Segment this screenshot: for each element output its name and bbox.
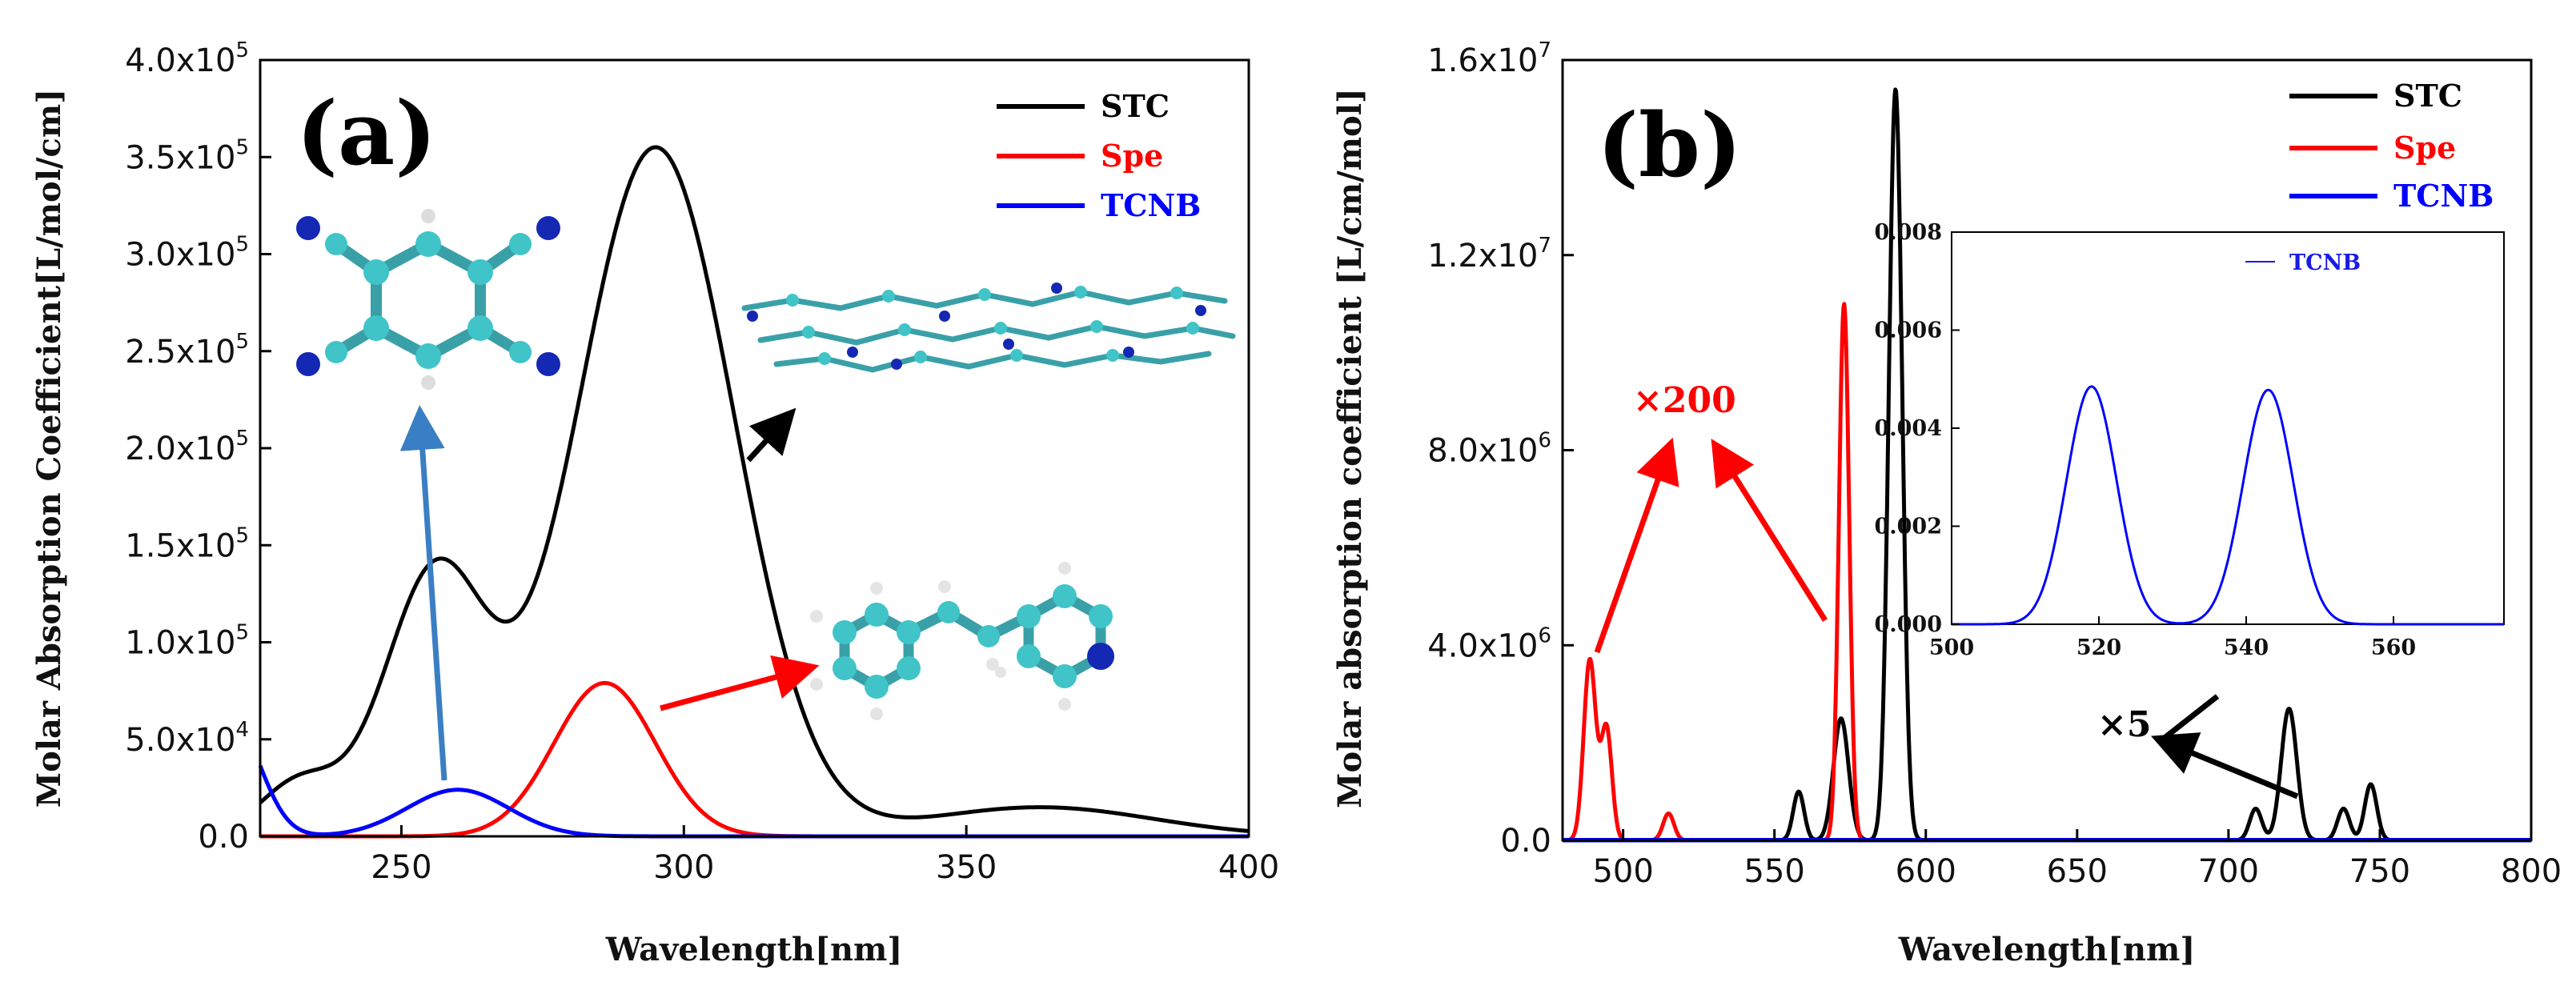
x5-arrow-head <box>2151 732 2299 800</box>
x-tick-label: 400 <box>1218 849 1279 886</box>
x-tick-label: 600 <box>1896 853 1956 890</box>
inset-x-axis: 500 520 540 560 <box>1929 616 2416 660</box>
panel-a-label: (a) <box>296 82 436 185</box>
x-tick-label: 250 <box>371 849 431 886</box>
panel-b-x-label: Wavelength[nm] <box>1898 931 2196 968</box>
legend-b-stc-label: STC <box>2393 78 2462 114</box>
spe-molecule-image <box>810 562 1114 720</box>
panel-a: 250 300 350 400 0.0 5.0x104 1.0x105 1.5x105 2.0… <box>30 38 1279 968</box>
inset-x-tick-label: 500 <box>1929 635 1974 660</box>
panel-b-legend: STC Spe TCNB <box>2289 78 2494 214</box>
tcnb-molecule-image <box>296 209 560 390</box>
panel-b-y-label: Molar absorption coefficient [L/cm/mol] <box>1331 88 1369 808</box>
series-line-stc <box>259 145 1250 833</box>
spe-arrow <box>660 655 820 711</box>
inset-x-tick-label: 560 <box>2371 635 2416 660</box>
panel-b-y-axis: 0.0 4.0x106 8.0x106 1.2x107 1.6x107 <box>1427 38 1574 860</box>
panel-a-legend: STC Spe TCNB <box>997 88 1201 223</box>
x-tick-label: 650 <box>2047 853 2108 890</box>
inset-curves <box>1952 385 2504 626</box>
annotation-x200: ×200 <box>1633 380 1736 421</box>
stc-arrow <box>746 407 796 463</box>
x-tick-label: 500 <box>1592 853 1653 890</box>
legend-a-stc-label: STC <box>1101 88 1170 124</box>
legend-a-tcnb-label: TCNB <box>1101 187 1201 223</box>
inset-y-tick-label: 0.004 <box>1874 416 1942 441</box>
x-tick-label: 300 <box>653 849 714 886</box>
y-tick-label: 1.0x105 <box>125 621 249 662</box>
y-tick-label: 2.5x105 <box>125 330 249 371</box>
x-tick-label: 800 <box>2501 853 2562 890</box>
x5-arrow <box>2159 694 2220 743</box>
annotation-x5: ×5 <box>2097 704 2151 745</box>
y-tick-label: 3.5x105 <box>125 135 249 176</box>
inset-x-tick-label: 540 <box>2224 635 2269 660</box>
legend-b-tcnb-label: TCNB <box>2393 178 2494 214</box>
legend-a-spe-label: Spe <box>1101 138 1163 174</box>
y-tick-label: 2.0x105 <box>125 427 249 467</box>
panel-b-label: (b) <box>1597 94 1742 197</box>
inset-y-tick-label: 0.002 <box>1874 515 1942 539</box>
inset-y-axis: 0.000 0.002 0.004 0.006 0.008 <box>1874 220 1960 637</box>
inset-y-tick-label: 0.006 <box>1874 319 1942 343</box>
panel-b: ×200 ×5 500 550 600 650 700 750 800 0.0 4.0x106… <box>1331 38 2562 968</box>
stc-stack-molecule-image <box>741 283 1236 373</box>
panel-b-x-axis: 500 550 600 650 700 750 800 <box>1592 829 2562 890</box>
y-tick-label: 4.0x105 <box>125 38 249 79</box>
series-line-spe <box>259 680 1250 839</box>
x200-arrow-right <box>1711 439 1828 622</box>
x-tick-label: 700 <box>2198 853 2259 890</box>
y-tick-label: 1.6x107 <box>1427 38 1551 79</box>
y-tick-label: 1.2x107 <box>1427 234 1551 275</box>
x200-arrow-left <box>1594 437 1679 654</box>
panel-a-y-axis: 0.0 5.0x104 1.0x105 1.5x105 2.0x105 2.5x105 3.… <box>125 38 271 856</box>
y-tick-label: 0.0 <box>1500 823 1551 860</box>
y-tick-label: 0.0 <box>198 819 249 856</box>
y-tick-label: 5.0x104 <box>125 718 249 759</box>
inset-y-tick-label: 0.000 <box>1874 612 1942 637</box>
inset-legend-label: TCNB <box>2289 251 2361 275</box>
series-line-tcnb <box>258 764 1250 839</box>
x-tick-label: 350 <box>936 849 997 886</box>
panel-a-x-label: Wavelength[nm] <box>605 931 903 968</box>
panel-a-x-axis: 250 300 350 400 <box>371 825 1279 886</box>
panel-a-y-label: Molar Absorption Coefficient[L/mol/cm] <box>30 89 68 808</box>
x-tick-label: 750 <box>2349 853 2410 890</box>
inset-series-line-tcnb <box>1952 385 2504 626</box>
y-tick-label: 8.0x106 <box>1427 429 1551 470</box>
y-tick-label: 4.0x106 <box>1427 623 1551 664</box>
inset-y-tick-label: 0.008 <box>1874 220 1942 245</box>
x-tick-label: 550 <box>1744 853 1805 890</box>
y-tick-label: 3.0x105 <box>125 233 249 274</box>
tcnb-arrow <box>399 405 447 781</box>
legend-b-spe-label: Spe <box>2393 130 2456 166</box>
panel-b-inset: 500 520 540 560 0.000 0.002 0.004 0.006 0.008 T… <box>1874 220 2505 660</box>
inset-x-tick-label: 520 <box>2076 635 2121 660</box>
y-tick-label: 1.5x105 <box>125 523 249 564</box>
